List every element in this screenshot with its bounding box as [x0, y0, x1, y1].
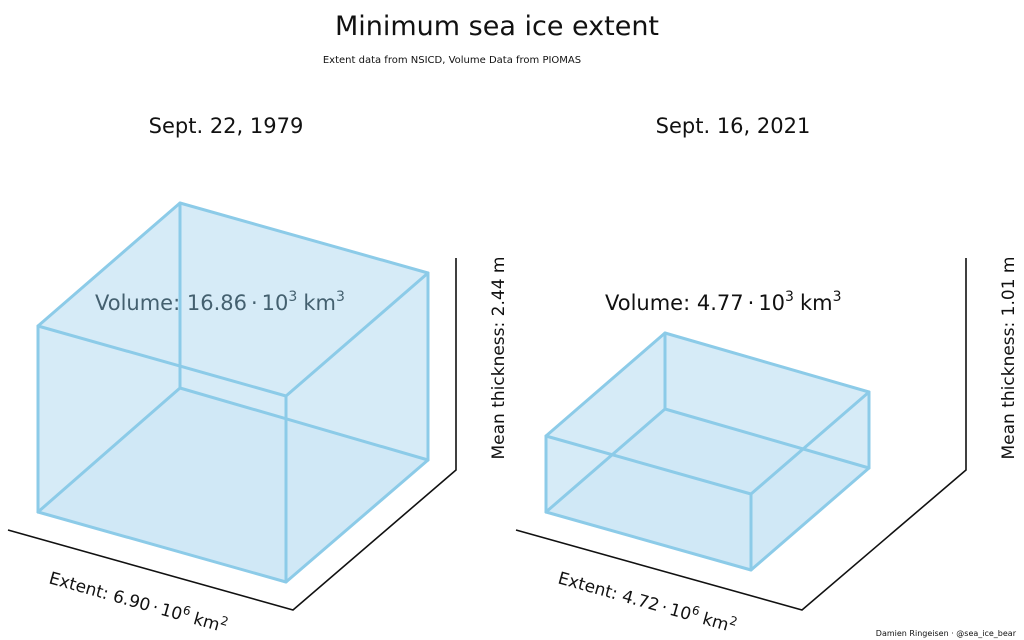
- panel-2021-box: [544, 331, 871, 572]
- chart-title: Minimum sea ice extent: [335, 11, 659, 42]
- panel-2021-side-face: [751, 392, 869, 570]
- panel-1979-box: [36, 201, 430, 584]
- panel-2021-axes: [515, 258, 967, 611]
- panel-1979-date: Sept. 22, 1979: [149, 114, 304, 138]
- panel-1979: Sept. 22, 1979 Volume: 16.86 · 103 km3 Exte…: [7, 114, 509, 638]
- panel-2021-top-face: [546, 333, 869, 494]
- panel-2021-date: Sept. 16, 2021: [656, 114, 811, 138]
- panel-1979-axes: [7, 258, 457, 611]
- credit-text: Damien Ringeisen · @sea_ice_bear: [876, 629, 1017, 638]
- panel-2021-volume-label: Volume: 4.77 · 103 km3: [605, 289, 842, 315]
- panel-1979-volume-label: Volume: 16.86 · 103 km3: [95, 289, 345, 315]
- panel-2021: Sept. 16, 2021 Volume: 4.77 · 103 km3 Exten…: [515, 114, 1019, 638]
- panel-1979-thickness-label: Mean thickness: 2.44 m: [489, 257, 509, 460]
- panel-1979-front-face: [38, 326, 286, 582]
- panel-1979-extent-label: Extent: 6.90·106km2: [47, 566, 230, 638]
- chart-subtitle: Extent data from NSICD, Volume Data from…: [323, 55, 581, 66]
- panel-2021-extent-label: Extent: 4.72·106km2: [556, 566, 739, 638]
- panel-2021-thickness-label: Mean thickness: 1.01 m: [999, 257, 1019, 460]
- panel-1979-side-face: [286, 273, 428, 582]
- panel-1979-top-face: [38, 203, 428, 396]
